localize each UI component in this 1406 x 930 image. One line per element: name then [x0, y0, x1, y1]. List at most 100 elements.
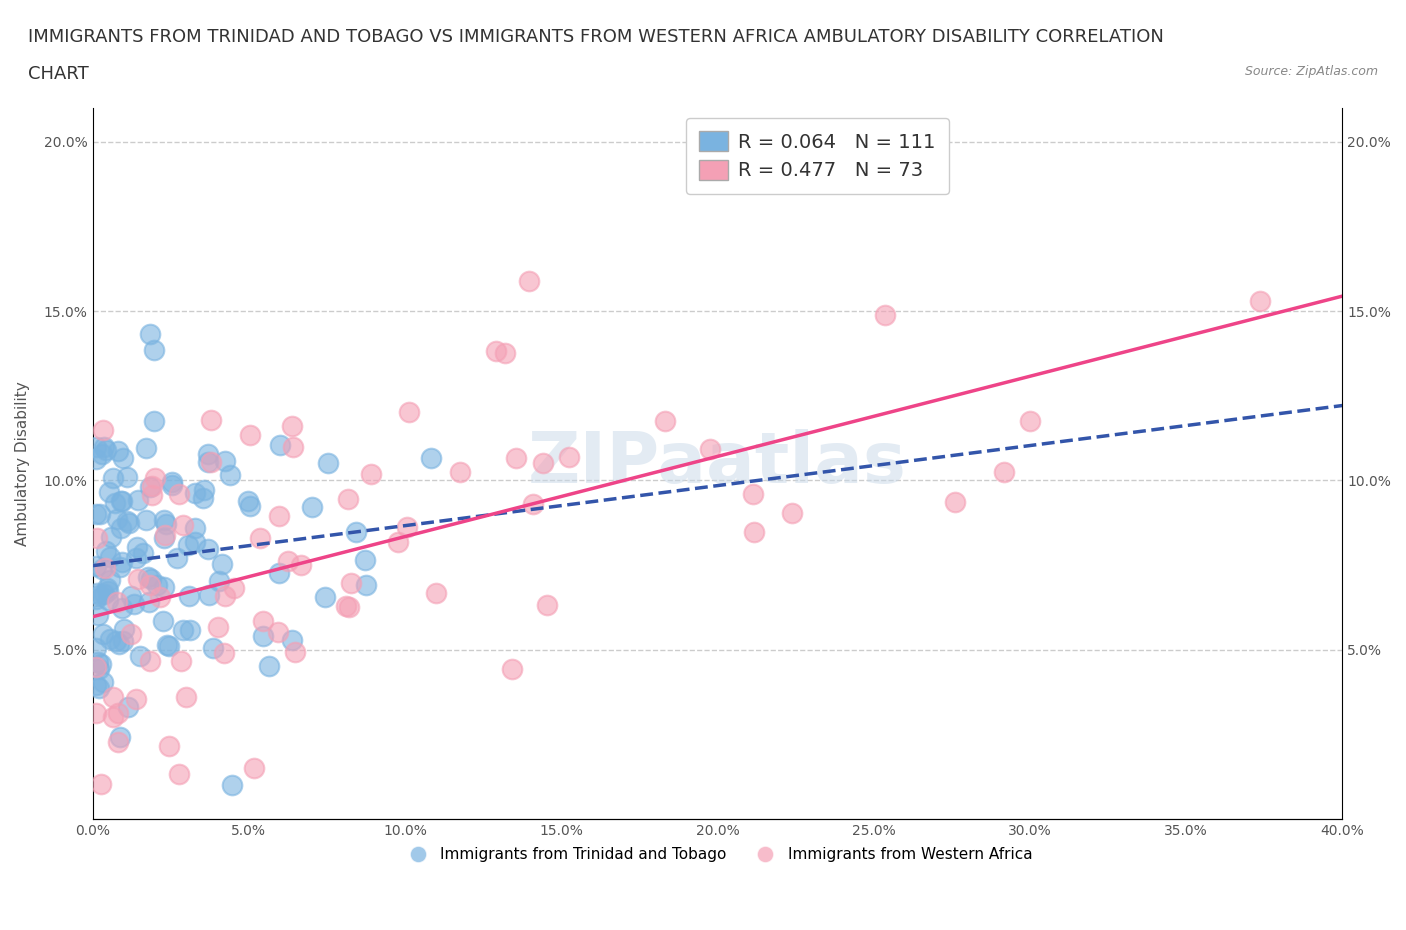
Point [84, 659, 107, 674]
Point [112, 622, 135, 637]
Point [86, 530, 108, 545]
Point [105, 512, 128, 526]
Text: ZIPaatlas: ZIPaatlas [529, 429, 907, 498]
Point [107, 443, 129, 458]
Point [118, 516, 141, 531]
Point [243, 761, 266, 776]
Point [100, 529, 122, 544]
Point [141, 478, 163, 493]
Point [122, 596, 145, 611]
Point [191, 491, 214, 506]
Point [152, 613, 174, 628]
Point [943, 495, 966, 510]
Point [131, 546, 153, 561]
Point [98, 632, 121, 647]
Point [337, 600, 360, 615]
Point [105, 594, 128, 609]
Point [170, 654, 193, 669]
Point [146, 578, 169, 592]
Point [742, 487, 765, 502]
Point [1018, 413, 1040, 428]
Point [172, 517, 194, 532]
Point [90, 657, 112, 671]
Point [127, 572, 149, 587]
Point [354, 578, 377, 592]
Point [197, 446, 219, 461]
Point [494, 346, 516, 361]
Point [84, 507, 107, 522]
Point [873, 308, 896, 323]
Point [177, 538, 200, 552]
Point [111, 493, 134, 508]
Point [176, 690, 198, 705]
Point [87, 607, 110, 622]
Point [314, 590, 336, 604]
Point [396, 520, 419, 535]
Point [166, 551, 188, 565]
Point [184, 521, 207, 536]
Point [449, 464, 471, 479]
Point [125, 551, 148, 565]
Point [97, 485, 120, 499]
Point [354, 552, 377, 567]
Point [558, 450, 581, 465]
Legend: Immigrants from Trinidad and Tobago, Immigrants from Western Africa: Immigrants from Trinidad and Tobago, Imm… [396, 841, 1039, 868]
Point [219, 468, 242, 483]
Point [344, 525, 367, 539]
Point [536, 598, 558, 613]
Point [236, 494, 259, 509]
Point [301, 499, 323, 514]
Point [420, 451, 443, 466]
Point [87, 588, 110, 603]
Point [267, 624, 290, 639]
Point [91, 627, 114, 642]
Point [169, 766, 191, 781]
Point [87, 655, 110, 670]
Point [97, 583, 120, 598]
Point [90, 777, 112, 791]
Point [281, 419, 304, 434]
Point [139, 578, 162, 592]
Text: CHART: CHART [28, 65, 89, 83]
Point [699, 442, 721, 457]
Point [425, 585, 447, 600]
Point [172, 623, 194, 638]
Point [214, 588, 236, 603]
Point [198, 588, 221, 603]
Point [200, 454, 222, 469]
Point [129, 649, 152, 664]
Point [125, 540, 148, 555]
Point [111, 600, 134, 615]
Point [208, 574, 231, 589]
Point [103, 710, 125, 724]
Point [120, 589, 142, 604]
Point [267, 565, 290, 580]
Point [90, 562, 112, 577]
Point [155, 637, 177, 652]
Point [335, 599, 357, 614]
Point [252, 629, 274, 644]
Point [177, 588, 200, 603]
Point [115, 513, 138, 528]
Point [782, 505, 804, 520]
Point [91, 675, 114, 690]
Point [505, 450, 527, 465]
Point [149, 590, 172, 604]
Point [84, 440, 107, 455]
Point [337, 491, 360, 506]
Point [112, 451, 135, 466]
Point [360, 466, 382, 481]
Point [97, 592, 120, 607]
Point [283, 440, 305, 455]
Point [91, 446, 114, 461]
Point [138, 654, 160, 669]
Point [316, 456, 339, 471]
Point [110, 520, 132, 535]
Point [98, 550, 121, 565]
Point [184, 535, 207, 550]
Point [152, 512, 174, 527]
Point [257, 658, 280, 673]
Point [269, 437, 291, 452]
Point [252, 613, 274, 628]
Point [284, 644, 307, 659]
